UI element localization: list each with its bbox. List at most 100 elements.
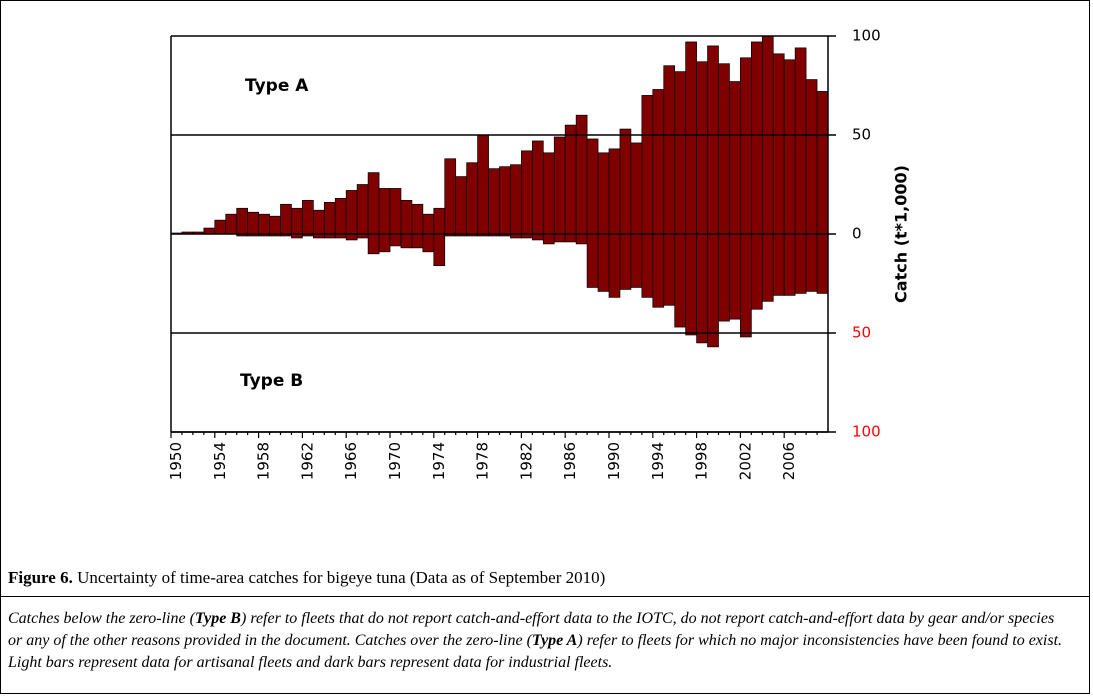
y-axis-label: Catch (t*1,000) bbox=[892, 165, 911, 303]
x-tick-label: 2002 bbox=[736, 442, 754, 480]
x-tick-label: 1954 bbox=[211, 442, 229, 480]
bar bbox=[247, 211, 259, 235]
x-tick-label: 1998 bbox=[693, 442, 711, 480]
bar bbox=[411, 203, 424, 235]
x-tick-label: 1950 bbox=[167, 442, 185, 480]
bar bbox=[542, 233, 555, 245]
bar bbox=[630, 233, 643, 288]
bar bbox=[400, 199, 413, 235]
bar bbox=[772, 53, 785, 235]
bar bbox=[805, 79, 818, 235]
x-tick-label: 1962 bbox=[298, 442, 316, 480]
bar bbox=[367, 233, 380, 255]
note-emphasis: Type B bbox=[194, 610, 241, 627]
bar bbox=[531, 140, 544, 235]
x-tick-label: 1970 bbox=[386, 442, 404, 480]
bar bbox=[389, 233, 402, 247]
bar bbox=[729, 233, 741, 320]
caption-text: Uncertainty of time-area catches for big… bbox=[72, 568, 606, 587]
bar bbox=[466, 162, 478, 235]
bar bbox=[203, 227, 216, 235]
bar bbox=[641, 233, 654, 298]
y-tick-label: 100 bbox=[852, 27, 881, 45]
bar bbox=[575, 114, 588, 235]
bar bbox=[302, 199, 314, 235]
bar bbox=[488, 168, 500, 235]
note: Catches below the zero-line (Type B) ref… bbox=[8, 608, 1068, 674]
annotation: Type A bbox=[245, 76, 309, 96]
chart: Type A Type B Catch (t*1,000) 100 50 0 50 10… bbox=[166, 26, 911, 481]
bar bbox=[740, 57, 752, 235]
bar bbox=[586, 233, 599, 288]
bar bbox=[411, 233, 424, 249]
bar bbox=[280, 203, 292, 235]
bar bbox=[783, 233, 796, 296]
bar bbox=[718, 233, 730, 322]
bar bbox=[389, 188, 402, 235]
bar bbox=[225, 213, 238, 235]
bar bbox=[783, 59, 796, 235]
bar bbox=[707, 233, 719, 348]
bar bbox=[707, 45, 719, 235]
bar bbox=[214, 219, 227, 235]
y-tick-label: 50 bbox=[852, 126, 871, 144]
caption-label: Figure 6. bbox=[8, 568, 73, 587]
bar bbox=[345, 190, 358, 235]
x-tick-label: 1994 bbox=[649, 442, 667, 480]
x-tick-label: 1958 bbox=[255, 442, 273, 480]
bar bbox=[696, 233, 708, 344]
bar bbox=[553, 136, 566, 235]
bar bbox=[761, 233, 774, 302]
note-text: ) refer to fleets that do not report cat… bbox=[8, 610, 1055, 649]
bar bbox=[740, 233, 752, 338]
bar bbox=[794, 233, 807, 294]
bar bbox=[685, 41, 697, 235]
y-tick-label: 100 bbox=[852, 423, 881, 441]
bar bbox=[542, 152, 555, 235]
bar bbox=[236, 207, 248, 235]
note-text: Catches below the zero-line ( bbox=[8, 610, 195, 627]
bar bbox=[816, 233, 829, 294]
bar bbox=[586, 138, 599, 235]
bar bbox=[816, 91, 829, 235]
bar bbox=[663, 65, 676, 235]
bar bbox=[291, 207, 303, 235]
separator bbox=[0, 596, 1090, 597]
x-tick-label: 2006 bbox=[780, 442, 798, 480]
annotation: Type B bbox=[240, 371, 303, 391]
x-tick-label: 1982 bbox=[517, 442, 535, 480]
bar bbox=[553, 233, 566, 243]
bar bbox=[718, 63, 730, 235]
bar bbox=[750, 41, 763, 235]
bar bbox=[356, 184, 369, 235]
bar bbox=[564, 233, 577, 243]
bar bbox=[608, 148, 621, 235]
bar bbox=[433, 207, 446, 235]
bar bbox=[499, 166, 511, 235]
bar bbox=[422, 233, 435, 253]
bar bbox=[685, 233, 697, 336]
bar bbox=[619, 233, 632, 290]
bar bbox=[630, 142, 643, 235]
bar bbox=[477, 134, 489, 235]
bar bbox=[597, 152, 610, 235]
bar bbox=[323, 201, 336, 235]
bar bbox=[334, 198, 347, 235]
bar bbox=[608, 233, 621, 298]
bar bbox=[619, 128, 632, 235]
bar bbox=[772, 233, 785, 296]
bar bbox=[652, 89, 665, 235]
x-tick-label: 1966 bbox=[342, 442, 360, 480]
caption: Figure 6. Uncertainty of time-area catch… bbox=[8, 568, 605, 588]
bar bbox=[444, 158, 457, 235]
bar bbox=[750, 233, 763, 310]
bar bbox=[345, 233, 358, 241]
bar bbox=[422, 213, 435, 235]
bar bbox=[510, 164, 522, 235]
bar bbox=[433, 233, 446, 267]
bar bbox=[378, 188, 391, 235]
bar bbox=[531, 233, 544, 241]
bar bbox=[258, 213, 270, 235]
bar bbox=[794, 47, 807, 235]
